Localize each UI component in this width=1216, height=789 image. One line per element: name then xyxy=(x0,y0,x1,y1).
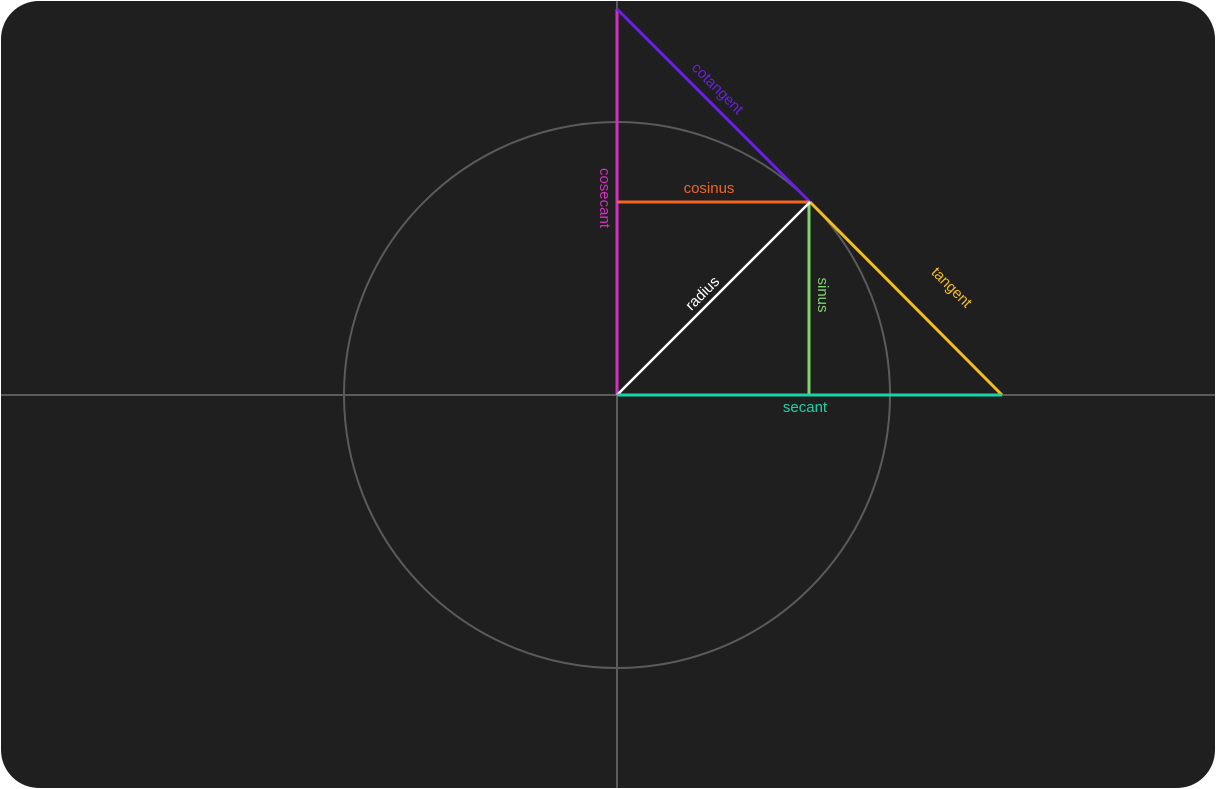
cosinus-label: cosinus xyxy=(684,180,735,197)
cotangent-line xyxy=(615,7,812,204)
sinus-label: sinus xyxy=(814,277,831,312)
secant-label: secant xyxy=(783,399,828,416)
tangent-line xyxy=(808,200,1004,397)
tangent-label: tangent xyxy=(928,264,976,312)
cosecant-label: cosecant xyxy=(596,168,613,229)
radius-line xyxy=(616,201,811,396)
